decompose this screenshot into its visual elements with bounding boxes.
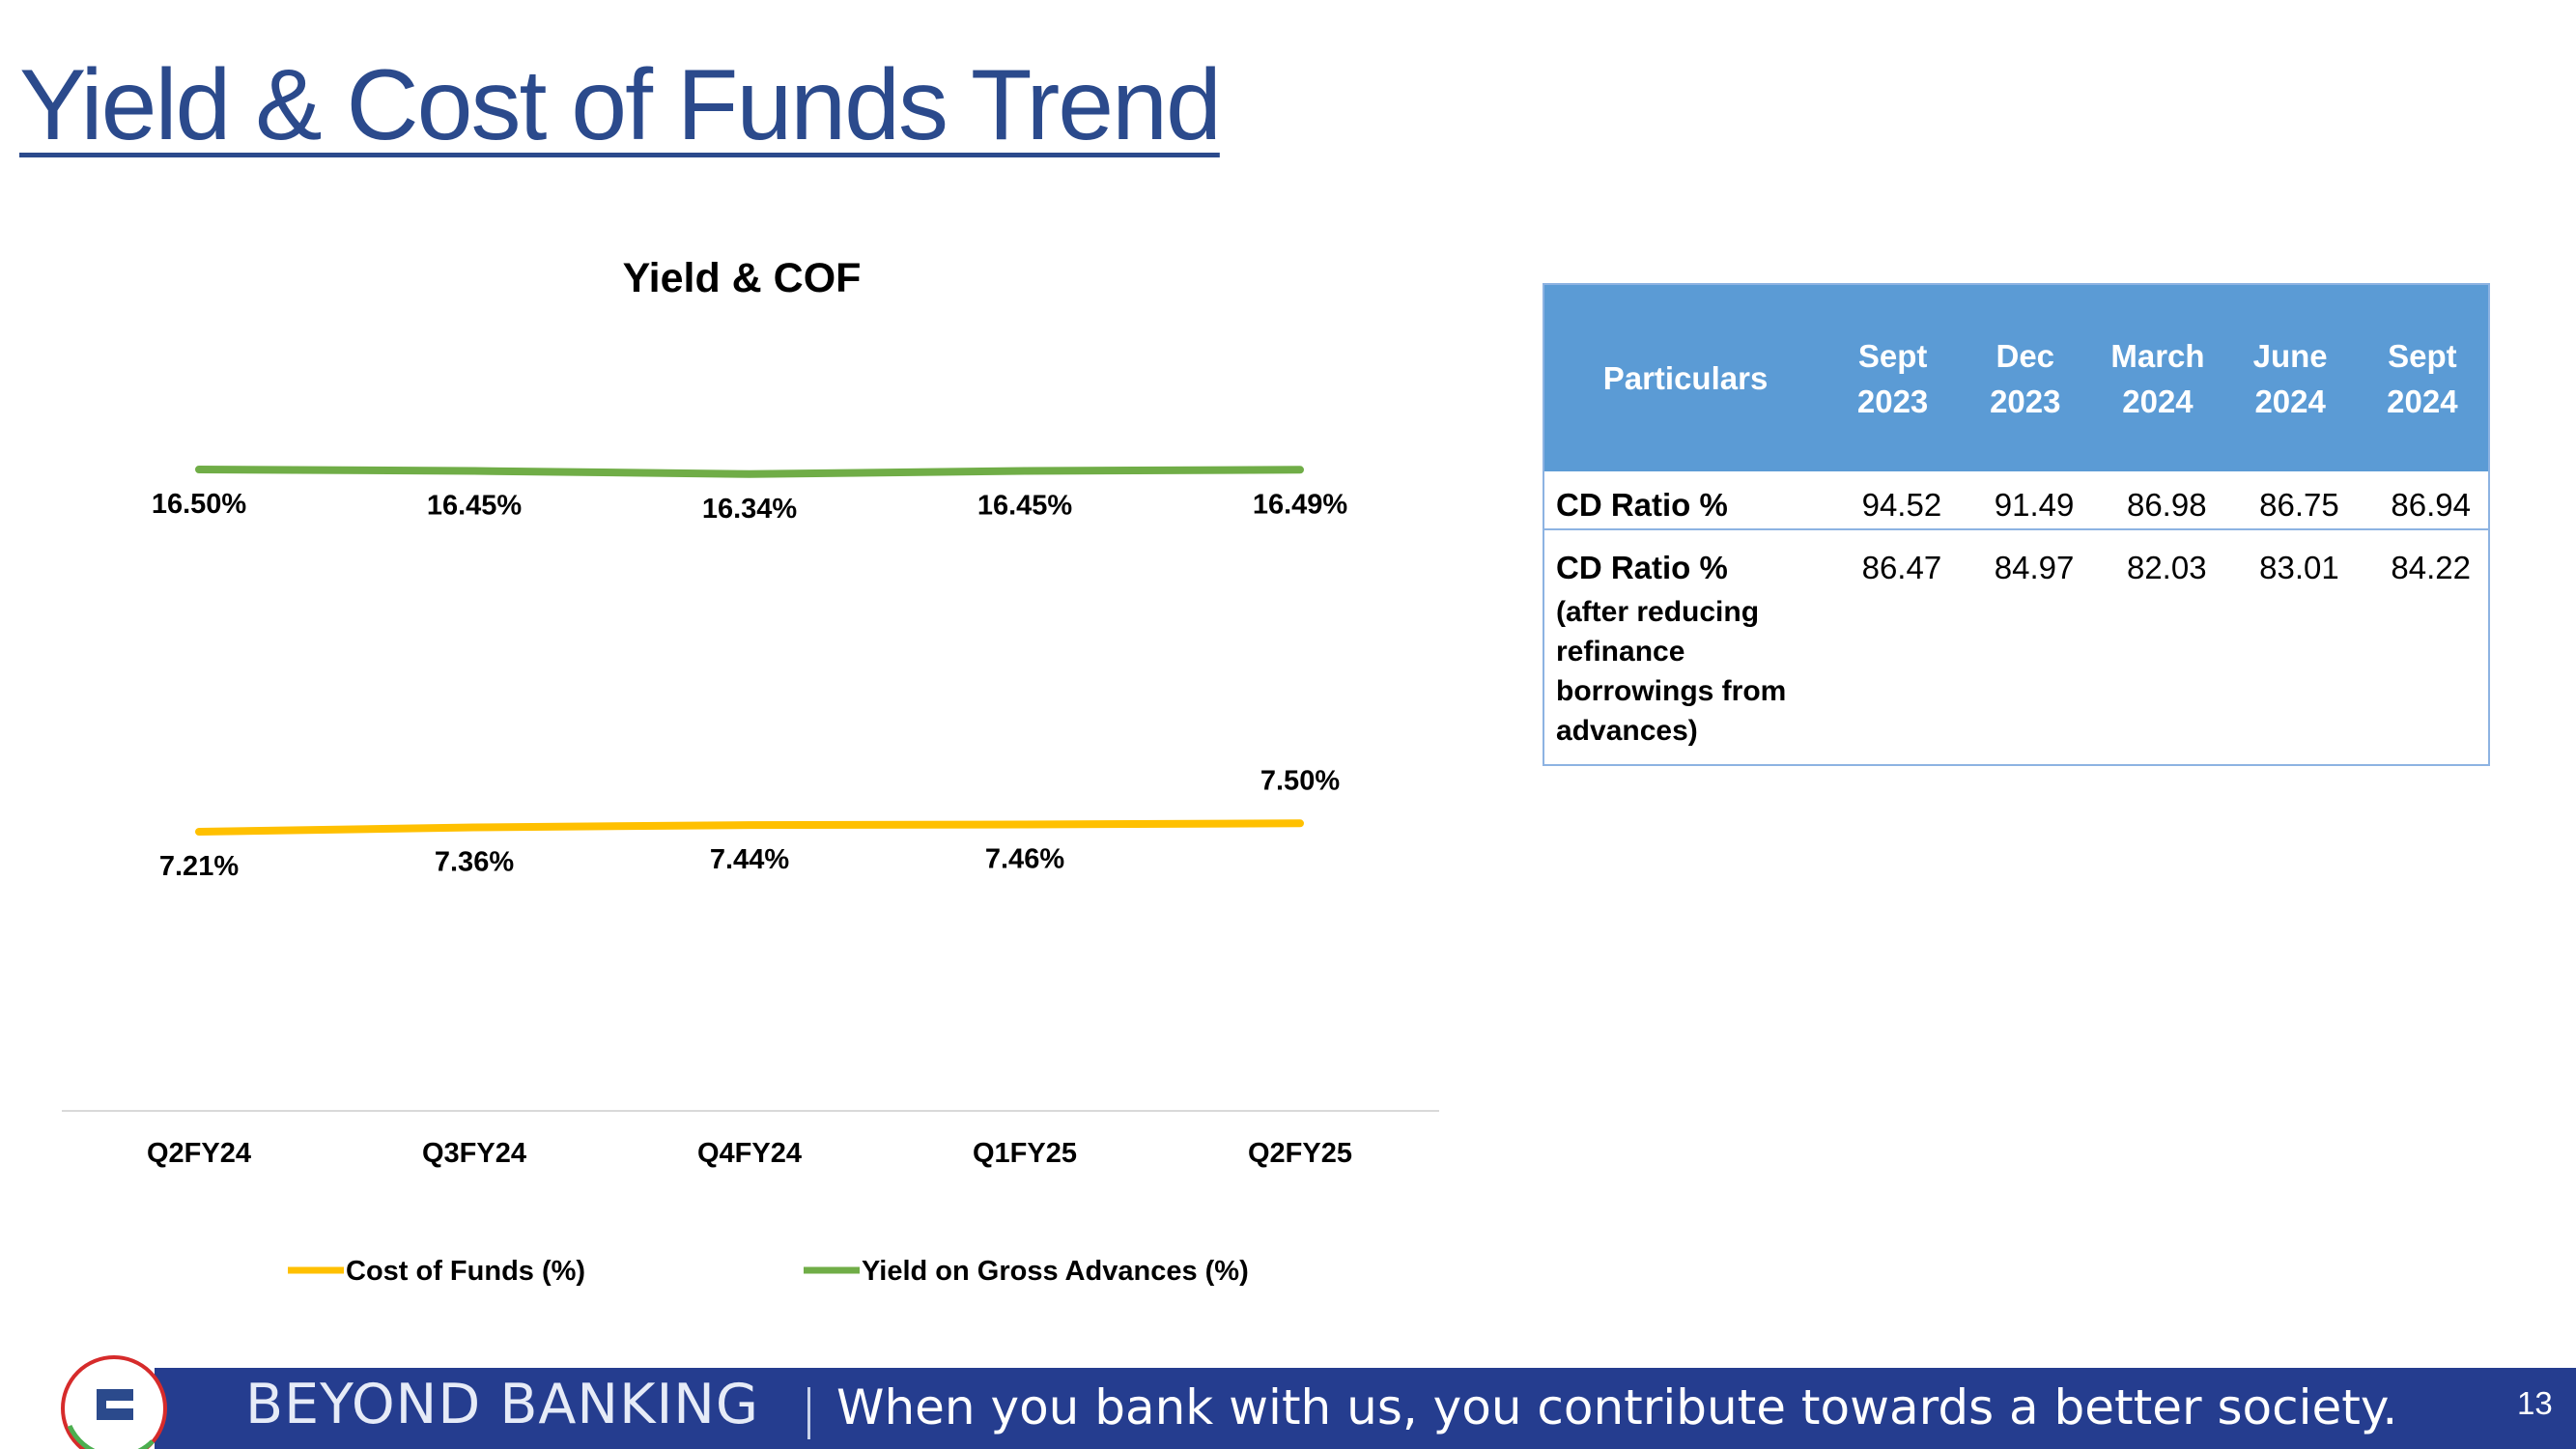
- cd-ratio-table: Particulars Sept 2023 Dec 2023 March 2024 J…: [1543, 283, 2490, 766]
- chart-title: Yield & COF: [623, 255, 862, 301]
- x-tick-label: Q2FY25: [1248, 1138, 1352, 1169]
- table-header-cell: June 2024: [2223, 284, 2357, 471]
- x-tick-label: Q4FY24: [697, 1138, 802, 1169]
- page-number: 13: [2517, 1385, 2553, 1421]
- table-cell: 91.49: [1959, 471, 2092, 530]
- x-tick-label: Q1FY25: [973, 1138, 1077, 1169]
- table-cell: 83.01: [2259, 550, 2339, 585]
- data-label: 16.45%: [427, 491, 523, 522]
- table-header-row: Particulars Sept 2023 Dec 2023 March 2024 J…: [1543, 284, 2489, 471]
- bank-logo: [61, 1355, 167, 1449]
- footer-tagline: When you bank with us, you contribute to…: [836, 1379, 2398, 1435]
- data-label: 16.45%: [977, 491, 1073, 522]
- table-header-cell: Dec 2023: [1959, 284, 2092, 471]
- footer-separator: [807, 1387, 810, 1439]
- table-cell: 86.94: [2356, 471, 2489, 530]
- table-header-cell: Sept 2024: [2356, 284, 2489, 471]
- series-line: [195, 819, 1304, 836]
- data-label: 7.46%: [985, 844, 1064, 875]
- data-label: 7.21%: [159, 851, 239, 882]
- x-axis-ticks: Q2FY24 Q3FY24 Q4FY24 Q1FY25 Q2FY25: [147, 1138, 1352, 1169]
- table-cell: 86.75: [2223, 471, 2357, 530]
- series-line: [195, 466, 1304, 478]
- chart-legend: Cost of Funds (%) Yield on Gross Advances…: [288, 1256, 1249, 1287]
- data-label: 16.34%: [702, 494, 798, 525]
- data-label: 7.44%: [710, 844, 789, 875]
- page-title: Yield & Cost of Funds Trend: [19, 49, 1222, 161]
- table-cell: 82.03: [2126, 550, 2207, 585]
- table-cell: 84.22: [2391, 550, 2471, 585]
- table-cell: 84.97: [1994, 550, 2075, 585]
- footer-brand: BEYOND BANKING: [245, 1373, 760, 1436]
- row-sublabel: (after reducing refinance borrowings fro…: [1556, 596, 1787, 747]
- x-tick-label: Q3FY24: [422, 1138, 526, 1169]
- x-tick-label: Q2FY24: [147, 1138, 251, 1169]
- row-label-cell: CD Ratio % (after reducing refinance bor…: [1543, 529, 1826, 765]
- data-label: 16.49%: [1253, 489, 1348, 520]
- table-row: CD Ratio % (after reducing refinance bor…: [1543, 529, 2489, 765]
- footer-bar: [155, 1368, 2576, 1449]
- table-row: CD Ratio % 94.52 91.49 86.98 86.75 86.94: [1543, 471, 2489, 530]
- table-cell: 86.47: [1861, 550, 1942, 585]
- table-header-cell: March 2024: [2091, 284, 2224, 471]
- table-header-cell: Sept 2023: [1826, 284, 1960, 471]
- series-layer: 7.21% 7.36% 7.44% 7.46% 7.50% 16.50% 16.45% 16.…: [152, 466, 1348, 882]
- legend-label: Yield on Gross Advances (%): [862, 1256, 1249, 1287]
- data-label: 7.50%: [1260, 765, 1340, 796]
- yield-cof-chart: Yield & COF 7.21% 7.36% 7.44% 7.46% 7.50% 16.…: [62, 255, 1439, 1287]
- table-header-cell: Particulars: [1543, 284, 1826, 471]
- table-cell: 86.98: [2091, 471, 2224, 530]
- row-label: CD Ratio %: [1556, 487, 1728, 523]
- table-cell: 94.52: [1826, 471, 1960, 530]
- data-label: 16.50%: [152, 489, 247, 520]
- row-label-cell: CD Ratio %: [1543, 471, 1826, 530]
- data-label: 7.36%: [435, 847, 514, 878]
- row-label: CD Ratio %: [1556, 550, 1728, 585]
- legend-label: Cost of Funds (%): [346, 1256, 585, 1287]
